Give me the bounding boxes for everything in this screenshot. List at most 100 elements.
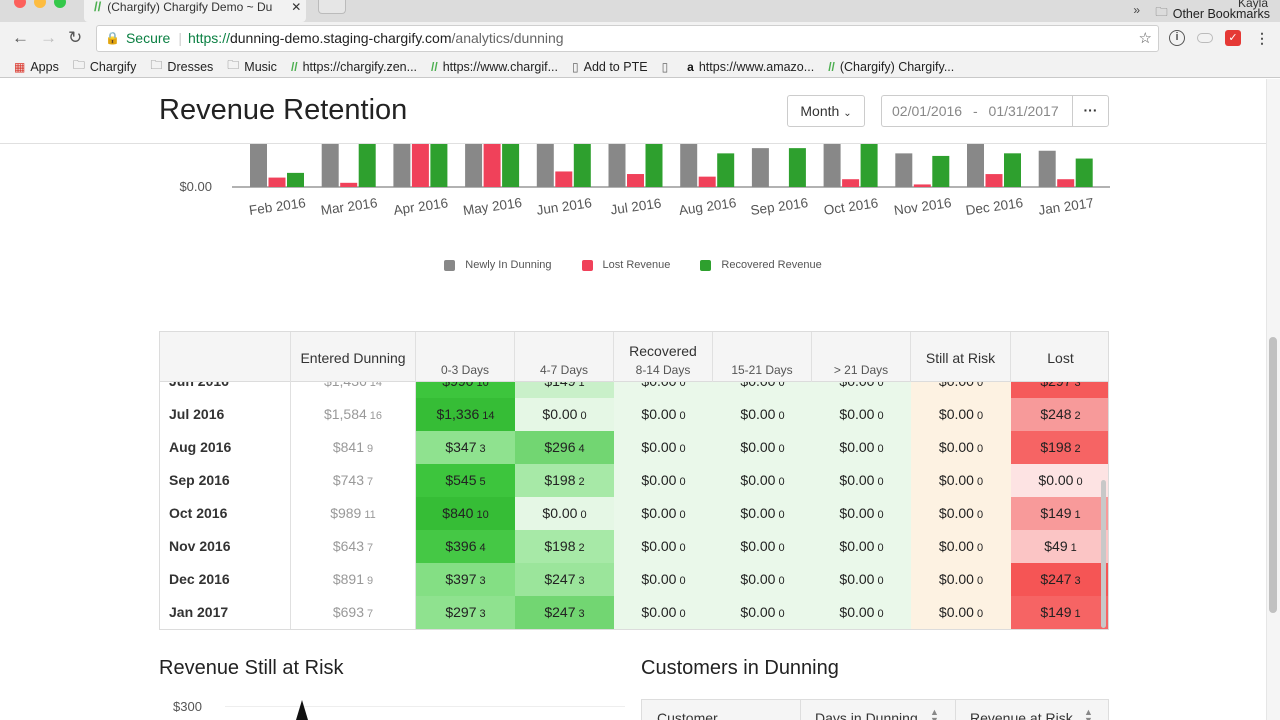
legend-item[interactable]: Newly In Dunning xyxy=(444,259,552,271)
sort-icon[interactable]: ▲ ▼ xyxy=(1084,707,1093,720)
cell-count: 0 xyxy=(877,509,884,521)
bookmark-item[interactable]: 🗀 Chargify xyxy=(73,56,137,77)
header-entered[interactable]: Entered Dunning xyxy=(291,332,416,382)
table-row[interactable]: Nov 2016 $643 7 $396 4 $198 2 $0.00 0 $0.00 0 $0.00… xyxy=(160,530,1108,563)
minimize-window-icon[interactable] xyxy=(34,0,46,8)
bar-newly-in-dunning[interactable] xyxy=(465,139,483,187)
pocket-extension-icon[interactable]: ✓ xyxy=(1225,30,1241,46)
bookmark-item[interactable]: ▯ Add to PTE xyxy=(572,60,648,74)
table-row[interactable]: Aug 2016 $841 9 $347 3 $296 4 $0.00 0 $0.00 0 $0.00… xyxy=(160,431,1108,464)
header-still-at-risk[interactable]: Still at Risk xyxy=(911,332,1011,382)
bar-recovered-revenue[interactable] xyxy=(717,153,735,187)
bookmark-item[interactable]: a https://www.amazo... xyxy=(687,60,814,74)
bookmark-item[interactable]: // https://chargify.zen... xyxy=(291,60,417,74)
table-row[interactable]: Sep 2016 $743 7 $545 5 $198 2 $0.00 0 $0.00 0 $0.00… xyxy=(160,464,1108,497)
back-arrow-icon[interactable]: ← xyxy=(12,28,29,47)
maximize-window-icon[interactable] xyxy=(54,0,66,8)
bar-newly-in-dunning[interactable] xyxy=(1038,150,1056,187)
new-tab-button[interactable] xyxy=(318,0,346,14)
header-15-21-days[interactable]: 15-21 Days xyxy=(713,332,812,382)
col-customer[interactable]: Customer xyxy=(657,710,718,720)
bar-newly-in-dunning[interactable] xyxy=(967,140,984,187)
bookmark-item[interactable]: ▯ xyxy=(662,60,674,74)
col-revenue-at-risk[interactable]: Revenue at Risk xyxy=(970,710,1073,720)
date-range-input[interactable]: 02/01/2016 - 01/31/2017 xyxy=(881,95,1073,127)
bar-lost-revenue[interactable] xyxy=(842,179,860,187)
bar-lost-revenue[interactable] xyxy=(985,174,1003,187)
browser-tab[interactable]: // (Chargify) Chargify Demo ~ Du ✕ xyxy=(84,0,306,22)
bookmark-item[interactable]: 🗀 Dresses xyxy=(150,56,213,77)
table-scrollbar[interactable] xyxy=(1101,480,1106,628)
bar-newly-in-dunning[interactable] xyxy=(321,139,339,187)
legend-item[interactable]: Lost Revenue xyxy=(581,259,670,271)
table-row[interactable]: Jul 2016 $1,584 16 $1,336 14 $0.00 0 $0.00 0 $0.0… xyxy=(160,398,1108,431)
profile-name[interactable]: Kayla xyxy=(1237,0,1268,10)
bar-newly-in-dunning[interactable] xyxy=(608,139,626,187)
bookmark-item[interactable]: // https://www.chargif... xyxy=(431,60,558,74)
scroll-thumb[interactable] xyxy=(1269,337,1277,613)
menu-dots-icon[interactable]: ⋮ xyxy=(1255,30,1269,46)
header-4-7-days[interactable]: 4-7 Days xyxy=(515,332,614,382)
bar-recovered-revenue[interactable] xyxy=(645,139,663,187)
close-window-icon[interactable] xyxy=(14,0,26,8)
period-dropdown[interactable]: Month ⌄ xyxy=(787,95,865,127)
link-extension-icon[interactable] xyxy=(1197,33,1213,43)
bar-recovered-revenue[interactable] xyxy=(502,139,520,187)
bookmark-item[interactable]: // (Chargify) Chargify... xyxy=(828,60,954,74)
bar-newly-in-dunning[interactable] xyxy=(680,143,698,187)
cell-count: 0 xyxy=(679,608,686,620)
bar-newly-in-dunning[interactable] xyxy=(823,139,841,187)
x-tick-label: Sep 2016 xyxy=(750,195,809,218)
bar-recovered-revenue[interactable] xyxy=(358,139,376,187)
forward-arrow-icon[interactable]: → xyxy=(40,28,57,47)
bar-lost-revenue[interactable] xyxy=(1057,179,1075,187)
bookmark-item[interactable]: ▦ Apps xyxy=(14,60,59,74)
bar-recovered-revenue[interactable] xyxy=(1075,158,1093,187)
header-8-14-days[interactable]: Recovered 8-14 Days xyxy=(614,332,713,382)
bar-recovered-revenue[interactable] xyxy=(860,143,878,187)
chargify-icon: // xyxy=(828,59,835,74)
address-bar[interactable]: 🔒 Secure | https:// dunning-demo.staging… xyxy=(96,25,1159,52)
bar-lost-revenue[interactable] xyxy=(340,182,358,187)
bar-recovered-revenue[interactable] xyxy=(430,139,448,187)
table-row[interactable]: Dec 2016 $891 9 $397 3 $247 3 $0.00 0 $0.00 0 $0.00… xyxy=(160,563,1108,596)
header-21-plus-days[interactable]: > 21 Days xyxy=(812,332,911,382)
table-row[interactable]: Jan 2017 $693 7 $297 3 $247 3 $0.00 0 $0.00 0 $0.00… xyxy=(160,596,1108,629)
legend-swatch xyxy=(700,259,712,271)
bar-lost-revenue[interactable] xyxy=(411,139,429,187)
bookmark-star-icon[interactable]: ☆ xyxy=(1138,30,1152,47)
tab-close-icon[interactable]: ✕ xyxy=(291,0,302,14)
bar-lost-revenue[interactable] xyxy=(913,184,931,187)
bar-lost-revenue[interactable] xyxy=(555,171,573,187)
bar-recovered-revenue[interactable] xyxy=(788,148,806,187)
reload-icon[interactable]: ↻ xyxy=(68,28,83,47)
bar-lost-revenue[interactable] xyxy=(698,176,716,187)
page-scrollbar[interactable] xyxy=(1266,79,1280,720)
bar-lost-revenue[interactable] xyxy=(268,177,286,187)
table-row[interactable]: Oct 2016 $989 11 $840 10 $0.00 0 $0.00 0 $0.00 0 $0… xyxy=(160,497,1108,530)
bookmark-item[interactable]: 🗀 Music xyxy=(227,56,277,77)
bookmarks-overflow-icon[interactable]: » xyxy=(1133,3,1140,17)
bar-newly-in-dunning[interactable] xyxy=(393,139,411,187)
bar-newly-in-dunning[interactable] xyxy=(751,148,769,187)
bar-newly-in-dunning[interactable] xyxy=(250,139,267,187)
bar-recovered-revenue[interactable] xyxy=(287,172,304,187)
other-bookmarks[interactable]: 🗀 Other Bookmarks xyxy=(1155,3,1270,24)
sort-icon[interactable]: ▲ ▼ xyxy=(930,707,939,720)
header-lost[interactable]: Lost xyxy=(1047,350,1074,366)
bar-newly-in-dunning[interactable] xyxy=(895,153,913,187)
info-extension-icon[interactable]: i xyxy=(1169,30,1185,46)
bar-recovered-revenue[interactable] xyxy=(932,155,950,187)
bar-newly-in-dunning[interactable] xyxy=(536,139,554,187)
more-options-button[interactable]: ··· xyxy=(1072,95,1109,127)
legend-item[interactable]: Recovered Revenue xyxy=(700,259,822,271)
bar-recovered-revenue[interactable] xyxy=(1004,153,1021,187)
bar-lost-revenue[interactable] xyxy=(483,139,501,187)
cell-entered: $841 9 xyxy=(291,431,416,464)
col-days-in-dunning[interactable]: Days in Dunning xyxy=(815,710,918,720)
bar-lost-revenue[interactable] xyxy=(627,174,644,187)
header-0-3-days[interactable]: 0-3 Days xyxy=(416,332,515,382)
bar-recovered-revenue[interactable] xyxy=(573,139,591,187)
